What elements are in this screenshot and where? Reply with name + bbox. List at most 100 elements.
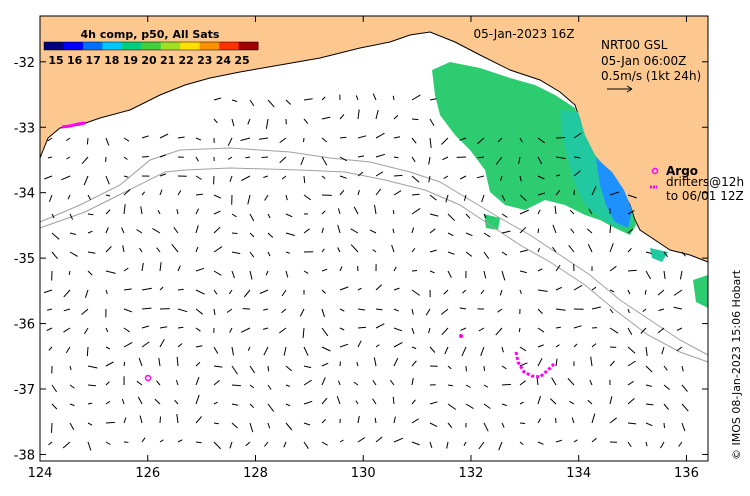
current-vector [555, 156, 566, 159]
current-vector [609, 191, 620, 196]
current-vector [428, 156, 431, 165]
current-vector [501, 194, 506, 201]
current-vector [249, 403, 255, 408]
current-vector [339, 343, 349, 348]
current-vector [483, 403, 491, 409]
axes: 124 126 128 130 132 134 136 -32 -33 -34 -35 -36 -37 -… [14, 16, 708, 481]
current-vector [353, 206, 359, 215]
current-vector [589, 379, 593, 386]
current-vector [51, 213, 55, 219]
current-vector [61, 175, 71, 181]
current-vector [645, 403, 654, 406]
current-vector [339, 175, 347, 179]
current-vector [537, 395, 541, 405]
current-vector [573, 284, 583, 291]
colorbar-tick-label: 22 [179, 54, 194, 67]
current-vector [195, 308, 204, 315]
current-vector [357, 308, 366, 311]
colorbar-tick-label: 25 [234, 54, 249, 67]
current-vector [174, 399, 179, 405]
colorbar-segment [44, 42, 64, 50]
current-vector [519, 137, 523, 143]
current-vector [645, 346, 648, 357]
current-vector [519, 194, 527, 202]
current-vector [337, 247, 341, 253]
colorbar-outline [43, 41, 259, 51]
current-vector [213, 194, 222, 199]
colorbar-gradient [43, 41, 259, 51]
current-vector [141, 191, 146, 196]
current-vector [123, 156, 128, 160]
current-vector [372, 398, 377, 405]
current-vector [213, 346, 219, 354]
current-vector [321, 116, 331, 120]
current-vector [537, 175, 545, 180]
current-vector [501, 383, 512, 386]
current-vector [350, 228, 359, 234]
current-vector [156, 247, 161, 253]
current-vector [411, 227, 415, 234]
current-vector [141, 156, 149, 158]
current-vector [69, 403, 75, 407]
current-vector [281, 289, 287, 297]
colorbar-segment [199, 42, 220, 50]
current-vector [245, 156, 251, 159]
current-vector [428, 327, 431, 334]
current-vector [537, 192, 546, 196]
current-vector [590, 356, 593, 367]
current-vector [411, 137, 417, 144]
current-vector [411, 193, 420, 196]
current-vector [411, 360, 417, 367]
current-vector [537, 248, 540, 253]
current-vector [429, 118, 435, 127]
current-vector [663, 384, 671, 390]
current-vector [285, 194, 288, 201]
current-vector [267, 384, 272, 390]
drifter-legend-label: drifters@12h [666, 175, 744, 189]
colorbar-tick-label: 21 [160, 54, 175, 67]
current-vector [231, 422, 238, 429]
current-vector [195, 289, 205, 295]
current-vector [48, 441, 53, 446]
current-vector [443, 289, 449, 295]
colorbar-segment [219, 42, 240, 50]
colorbar-tick-label: 16 [67, 54, 83, 67]
current-vector [66, 156, 71, 160]
current-vector [483, 422, 489, 432]
current-vector [141, 262, 144, 272]
y-tick-label: -37 [14, 383, 35, 398]
current-vector [569, 400, 575, 405]
current-vector [501, 403, 507, 407]
current-vector [63, 289, 71, 298]
current-vector [51, 403, 58, 410]
current-vector [139, 415, 143, 424]
current-vector [321, 377, 326, 386]
colorbar-tick-label: 20 [141, 54, 157, 67]
current-vector [442, 156, 449, 161]
current-vector [105, 175, 110, 185]
current-vector [258, 137, 269, 140]
product-scale: 0.5m/s (1kt 24h) [601, 69, 701, 83]
current-vector [537, 344, 544, 348]
current-vector [591, 413, 596, 424]
current-vector [157, 209, 161, 215]
current-vector [44, 175, 53, 180]
current-vector [141, 135, 149, 139]
current-vector [411, 247, 416, 253]
current-vector [573, 325, 582, 329]
current-vector [81, 308, 89, 315]
current-vector [429, 422, 438, 428]
current-vector [249, 384, 255, 389]
current-vector [372, 380, 377, 386]
current-vector [249, 99, 255, 107]
current-vector [67, 194, 71, 200]
current-vector [240, 137, 251, 141]
current-vector [676, 346, 683, 352]
current-vector [460, 327, 467, 331]
current-vector [177, 136, 185, 139]
current-vector [537, 289, 548, 292]
current-vector [263, 308, 269, 311]
current-vector [627, 194, 637, 199]
current-vector [227, 137, 233, 146]
current-vector [591, 306, 601, 310]
